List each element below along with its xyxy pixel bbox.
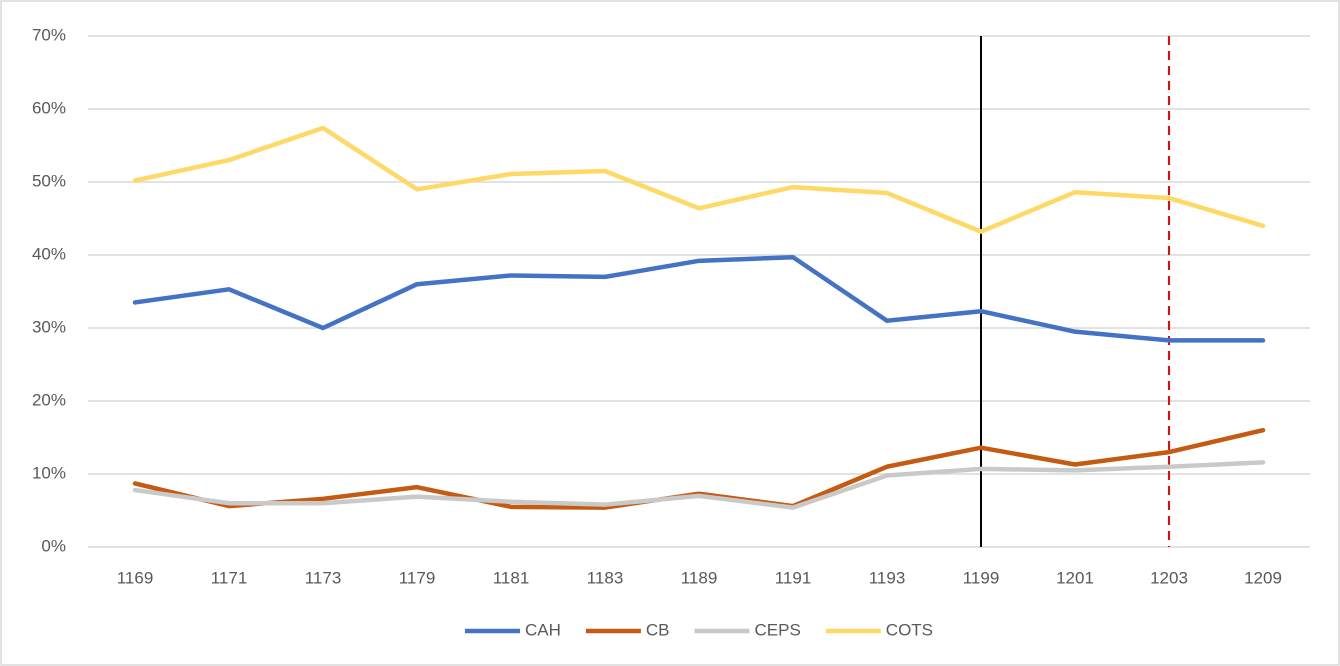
series-line	[132, 254, 1266, 343]
x-tick-label: 1173	[305, 568, 342, 587]
x-tick-label: 1171	[211, 568, 248, 587]
x-tick-label: 1191	[775, 568, 812, 587]
legend-label: CEPS	[755, 620, 801, 639]
x-tick-label: 1169	[117, 568, 154, 587]
y-tick-label: 30%	[32, 317, 66, 336]
legend-label: CB	[646, 620, 670, 639]
x-tick-label: 1203	[1150, 568, 1188, 587]
x-tick-label: 1179	[399, 568, 436, 587]
x-tick-label: 1181	[493, 568, 530, 587]
x-tick-label: 1201	[1056, 568, 1094, 587]
legend-label: COTS	[886, 620, 933, 639]
x-tick-label: 1193	[869, 568, 906, 587]
series-line	[132, 460, 1266, 510]
y-tick-label: 20%	[32, 390, 66, 409]
x-tick-label: 1199	[963, 568, 1000, 587]
y-tick-label: 0%	[41, 536, 66, 555]
legend-label: CAH	[525, 620, 561, 639]
y-tick-label: 40%	[32, 244, 66, 263]
x-tick-label: 1183	[587, 568, 624, 587]
y-tick-label: 60%	[32, 98, 66, 117]
y-tick-label: 50%	[32, 171, 66, 190]
x-tick-label: 1209	[1244, 568, 1282, 587]
series-line	[132, 125, 1266, 234]
y-tick-label: 10%	[32, 463, 66, 482]
x-tick-label: 1189	[681, 568, 718, 587]
y-tick-label: 70%	[32, 25, 66, 44]
